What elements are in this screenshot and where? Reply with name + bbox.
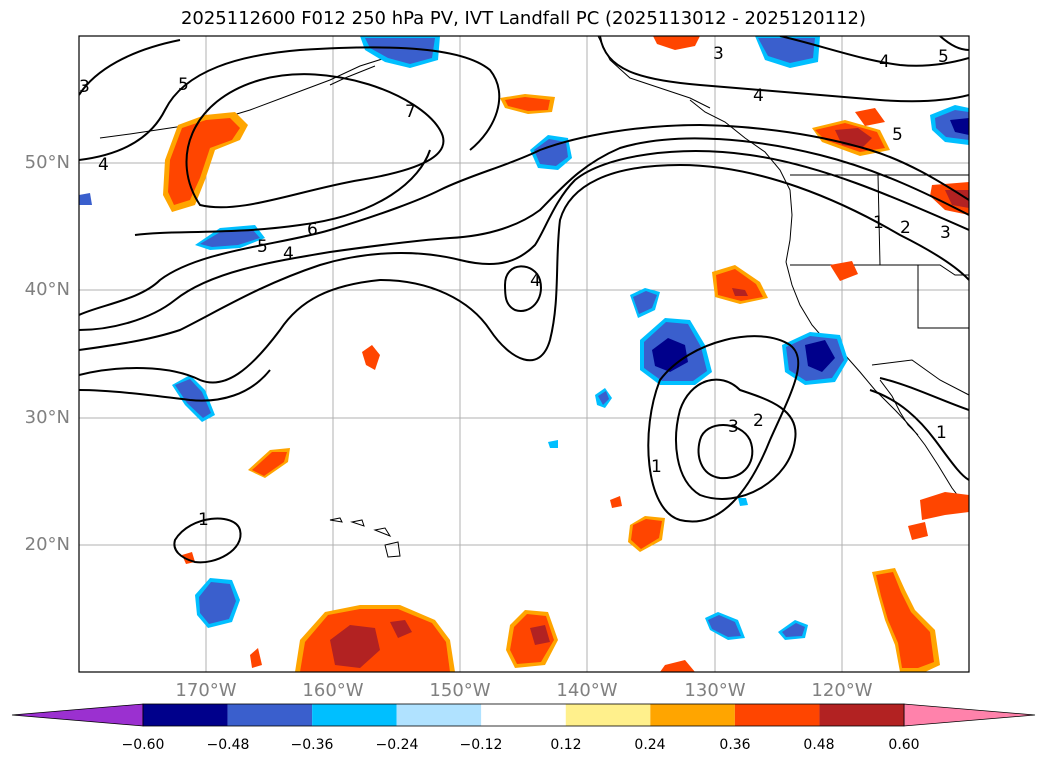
colorbar-tick-label: −0.48 (206, 737, 250, 753)
contour-label: 5 (178, 75, 189, 95)
contour-label: 7 (405, 102, 416, 122)
colorbar-swatch (481, 704, 566, 726)
contour-label: 2 (900, 218, 911, 238)
lon-label-130w: 130°W (684, 680, 746, 701)
lon-label-150w: 150°W (429, 680, 491, 701)
contour-label: 2 (753, 411, 764, 431)
pv-filled-contours (79, 36, 969, 672)
colorbar-tick-label: −0.36 (290, 737, 334, 753)
contour-label: 4 (283, 244, 294, 264)
contour-labels: 5 3 4 7 4 6 5 4 4 3 4 5 5 1 2 3 2 3 1 1 … (79, 44, 951, 530)
colorbar-tick-label: 0.12 (550, 737, 582, 753)
contour-label: 3 (713, 44, 724, 64)
colorbar-tick-label: 0.24 (634, 737, 666, 753)
contour-label: 4 (753, 86, 764, 106)
colorbar-frame (142, 703, 905, 727)
contour-label: 1 (198, 510, 209, 530)
colorbar-tick-label: −0.12 (459, 737, 503, 753)
contour-label: 1 (936, 423, 947, 443)
map-title: 2025112600 F012 250 hPa PV, IVT Landfall… (180, 8, 867, 29)
colorbar-tick-label: 0.48 (803, 737, 835, 753)
lon-label-120w: 120°W (811, 680, 873, 701)
colorbar-tick-label: 0.60 (888, 737, 920, 753)
ivt-contours (79, 36, 969, 564)
contour-label: 3 (728, 417, 739, 437)
contour-label: 4 (530, 271, 541, 291)
lat-label-40n: 40°N (24, 279, 70, 300)
contour-label: 4 (879, 52, 890, 72)
contour-label: 5 (892, 125, 903, 145)
contour-label: 4 (98, 155, 109, 175)
lon-label-140w: 140°W (556, 680, 618, 701)
contour-label: 5 (257, 237, 268, 257)
contour-label: 6 (307, 220, 318, 240)
lat-label-20n: 20°N (24, 534, 70, 555)
contour-label: 3 (79, 77, 90, 97)
colorbar-swatch (312, 704, 397, 726)
lat-label-50n: 50°N (24, 152, 70, 173)
colorbar-tick-label: −0.60 (121, 737, 165, 753)
colorbar (11, 703, 1036, 727)
contour-label: 3 (940, 223, 951, 243)
contour-label: 5 (938, 47, 949, 67)
colorbar-swatch (819, 704, 904, 726)
contour-label: 1 (651, 457, 662, 477)
colorbar-swatch (565, 704, 651, 726)
colorbar-swatch (650, 704, 735, 726)
colorbar-swatch (143, 704, 228, 726)
lon-label-170w: 170°W (175, 680, 237, 701)
colorbar-swatch (734, 704, 820, 726)
colorbar-tick-label: 0.36 (719, 737, 751, 753)
colorbar-extend-min (11, 703, 144, 727)
colorbar-swatch (227, 704, 313, 726)
lon-label-160w: 160°W (302, 680, 364, 701)
colorbar-extend-max (903, 703, 1036, 727)
colorbar-swatch (396, 704, 482, 726)
plot-frame (78, 35, 970, 673)
lat-label-30n: 30°N (24, 407, 70, 428)
colorbar-tick-label: −0.24 (375, 737, 419, 753)
contour-label: 1 (873, 213, 884, 233)
